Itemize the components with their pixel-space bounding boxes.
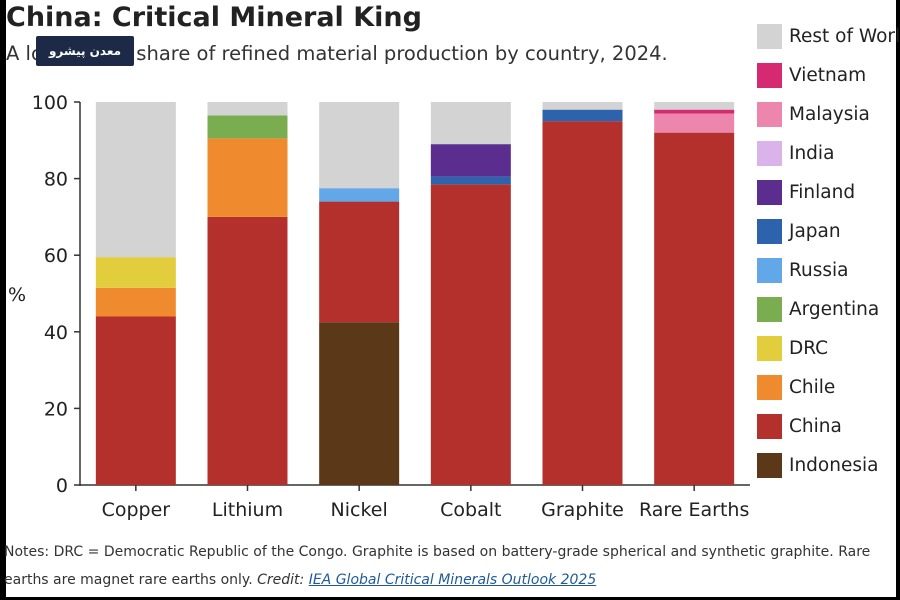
legend-swatch	[757, 375, 782, 400]
y-tick-label: 60	[44, 245, 68, 267]
legend-item-vietnam: Vietnam	[757, 63, 900, 93]
bar-nickel-china	[319, 201, 400, 323]
bar-lithium-rest-of-world	[207, 102, 288, 116]
x-tick-label: Cobalt	[440, 499, 501, 521]
y-tick-label: 40	[44, 322, 68, 344]
legend-label: Rest of Worl	[789, 26, 900, 47]
chart-notes: Notes: DRC = Democratic Republic of the …	[4, 538, 894, 594]
legend-item-china: China	[757, 414, 900, 444]
legend-label: DRC	[789, 338, 829, 359]
left-border	[0, 0, 6, 600]
legend-label: Russia	[789, 260, 849, 281]
bar-graphite-rest-of-world	[542, 102, 623, 110]
legend-label: Chile	[789, 377, 836, 398]
y-tick-label: 100	[32, 92, 68, 114]
legend-swatch	[757, 453, 782, 478]
legend-item-drc: DRC	[757, 336, 900, 366]
x-tick-label: Lithium	[212, 499, 283, 521]
legend-label: Japan	[789, 221, 841, 242]
y-axis-label: %	[8, 284, 26, 306]
bar-lithium-chile	[207, 138, 288, 217]
legend-item-japan: Japan	[757, 219, 900, 249]
legend-swatch	[757, 336, 782, 361]
legend-item-malaysia: Malaysia	[757, 102, 900, 132]
bar-graphite-china	[542, 121, 623, 486]
x-tick-label: Graphite	[541, 499, 624, 521]
legend-swatch	[757, 141, 782, 166]
watermark-logo: معدن پیشرو	[36, 36, 134, 66]
bar-copper-rest-of-world	[95, 102, 176, 258]
legend-item-indonesia: Indonesia	[757, 453, 900, 483]
legend-swatch	[757, 219, 782, 244]
x-tick-label: Rare Earths	[639, 499, 749, 521]
legend-item-finland: Finland	[757, 180, 900, 210]
legend-swatch	[757, 297, 782, 322]
legend-swatch	[757, 414, 782, 439]
credit-link[interactable]: IEA Global Critical Minerals Outlook 202…	[308, 572, 597, 588]
legend-label: Finland	[789, 182, 856, 203]
legend-item-russia: Russia	[757, 258, 900, 288]
legend-swatch	[757, 102, 782, 127]
legend-item-chile: Chile	[757, 375, 900, 405]
notes-text: Notes: DRC = Democratic Republic of the …	[4, 544, 871, 588]
bar-nickel-russia	[319, 188, 400, 202]
legend-label: Malaysia	[789, 104, 870, 125]
bar-cobalt-finland	[430, 144, 511, 177]
bottom-border	[0, 597, 900, 600]
legend-swatch	[757, 180, 782, 205]
x-tick-label: Nickel	[331, 499, 388, 521]
bar-copper-china	[95, 316, 176, 485]
bar-rare-earths-rest-of-world	[654, 102, 735, 110]
y-tick-label: 0	[56, 475, 68, 497]
y-tick-label: 20	[44, 398, 68, 420]
legend-swatch	[757, 24, 782, 49]
x-tick-label: Copper	[102, 499, 171, 521]
bar-cobalt-japan	[430, 176, 511, 185]
bar-cobalt-rest-of-world	[430, 102, 511, 145]
y-tick-label: 80	[44, 169, 68, 191]
bar-graphite-japan	[542, 109, 623, 122]
bar-rare-earths-malaysia	[654, 113, 735, 133]
legend-item-argentina: Argentina	[757, 297, 900, 327]
bar-lithium-china	[207, 216, 288, 485]
legend-label: China	[789, 416, 842, 437]
legend-label: Indonesia	[789, 455, 879, 476]
right-border	[896, 0, 900, 600]
bar-lithium-argentina	[207, 115, 288, 139]
legend-item-india: India	[757, 141, 900, 171]
legend-label: Vietnam	[789, 65, 867, 86]
bar-copper-drc	[95, 257, 176, 288]
bar-nickel-rest-of-world	[319, 102, 400, 189]
bar-nickel-indonesia	[319, 322, 400, 485]
bar-rare-earths-china	[654, 132, 735, 485]
legend-label: Argentina	[789, 299, 880, 320]
credit-label: Credit:	[257, 572, 305, 588]
legend-item-rest-of-world: Rest of Worl	[757, 24, 900, 54]
chart-subtitle: A look at the share of refined material …	[6, 42, 668, 65]
legend-swatch	[757, 63, 782, 88]
bar-cobalt-china	[430, 184, 511, 485]
chart-title: China: Critical Mineral King	[6, 2, 422, 33]
bar-copper-chile	[95, 287, 176, 317]
legend-label: India	[789, 143, 835, 164]
legend-swatch	[757, 258, 782, 283]
bar-rare-earths-vietnam	[654, 109, 735, 114]
